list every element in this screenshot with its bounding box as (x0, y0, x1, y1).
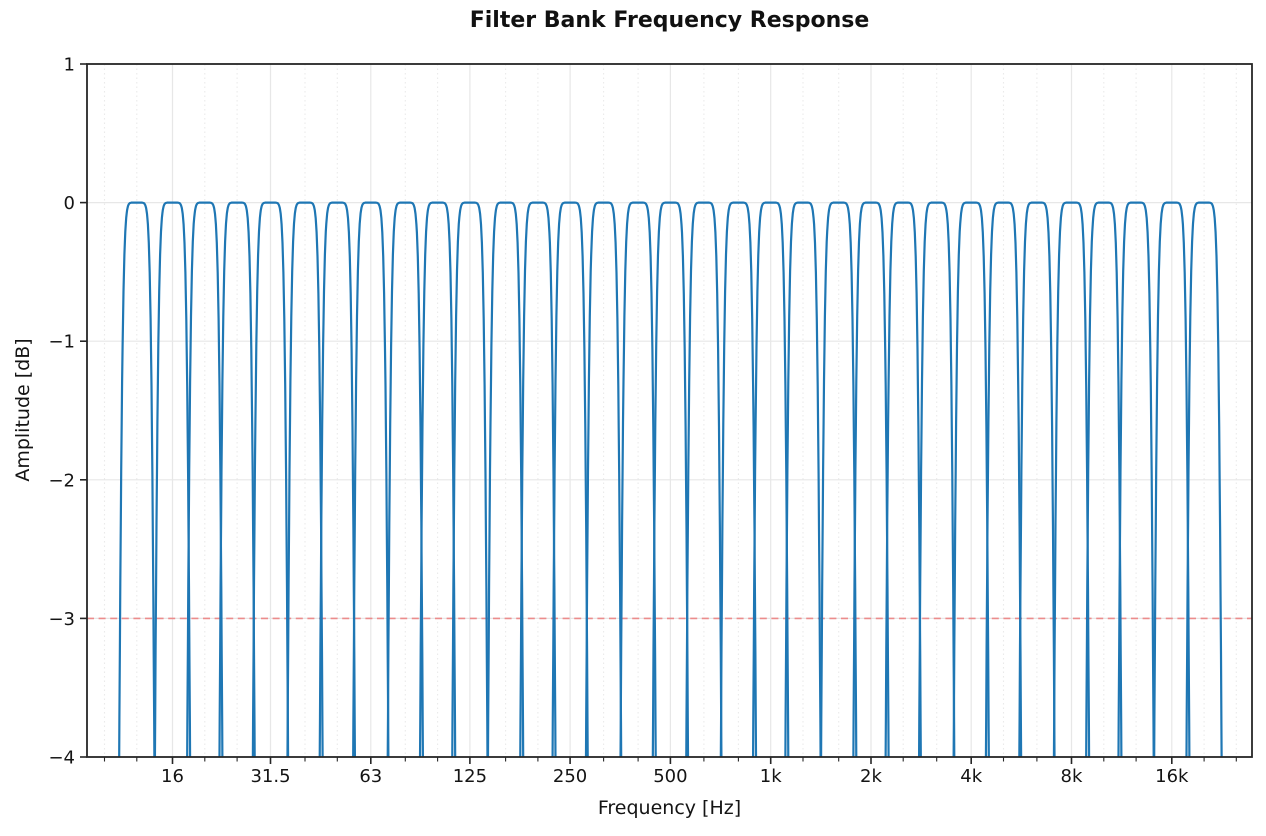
filter-band-curve (1117, 201, 1155, 757)
filter-band-curve (486, 201, 525, 757)
y-tick-label: 0 (64, 193, 75, 214)
filter-band-curve (218, 201, 256, 757)
filter-band-curve (386, 201, 425, 757)
filter-band-curve (251, 201, 290, 757)
filter-band-curve (451, 201, 489, 757)
filter-band-curve (984, 201, 1023, 757)
filter-band-curve (1018, 201, 1056, 757)
x-tick-label: 125 (453, 766, 487, 787)
filter-band-curve (751, 201, 790, 757)
filter-band-curve (118, 201, 156, 757)
x-tick-label: 63 (359, 766, 382, 787)
filter-band-curve (352, 201, 390, 757)
axis-ticks (80, 63, 1237, 764)
filter-band-curve (186, 201, 224, 757)
y-tick-label: −1 (48, 332, 75, 353)
filter-band-curve (1185, 201, 1223, 757)
filter-curves (118, 201, 1223, 757)
filter-band-curve (884, 201, 922, 757)
filter-band-curve (153, 201, 192, 757)
filter-band-curve (519, 201, 557, 757)
filter-band-curve (685, 201, 723, 757)
filter-band-curve (719, 201, 758, 757)
filter-band-curve (917, 201, 956, 757)
y-tick-label: −4 (48, 748, 75, 769)
filter-band-curve (1052, 201, 1091, 757)
y-tick-label: 1 (64, 55, 75, 76)
filter-band-curve (318, 201, 357, 757)
y-tick-label: −3 (48, 609, 75, 630)
major-gridlines (87, 63, 1252, 758)
x-tick-label: 500 (653, 766, 687, 787)
filter-band-curve (584, 201, 623, 757)
x-tick-label: 4k (960, 766, 982, 787)
minor-gridlines (103, 64, 1237, 757)
filter-band-curve (619, 201, 657, 757)
y-tick-label: −2 (48, 470, 75, 491)
filter-band-curve (852, 201, 890, 757)
filter-band-curve (418, 201, 457, 757)
filter-band-curve (952, 201, 990, 757)
filter-band-curve (286, 201, 324, 757)
x-tick-label: 16 (161, 766, 184, 787)
axes-spines (86, 63, 1253, 758)
x-tick-label: 31.5 (250, 766, 290, 787)
filter-band-curve (1085, 201, 1123, 757)
x-tick-label: 2k (860, 766, 882, 787)
x-tick-label: 8k (1061, 766, 1083, 787)
filter-band-curve (784, 201, 822, 757)
x-axis-label: Frequency [Hz] (597, 797, 742, 819)
filter-band-curve (651, 201, 690, 757)
chart-title: Filter Bank Frequency Response (469, 8, 870, 33)
x-tick-label: 250 (553, 766, 587, 787)
filter-band-curve (1153, 201, 1191, 757)
x-tick-label: 1k (760, 766, 782, 787)
axis-tick-labels: 16 31.5 63 125 250 500 1k 2k 4k 8k 16k 1 0 −1 −2 −3 −4 (48, 55, 1189, 788)
filter-band-curve (551, 201, 589, 757)
x-tick-label: 16k (1155, 766, 1189, 787)
filter-band-curve (819, 201, 858, 757)
plot-border (86, 63, 1253, 758)
